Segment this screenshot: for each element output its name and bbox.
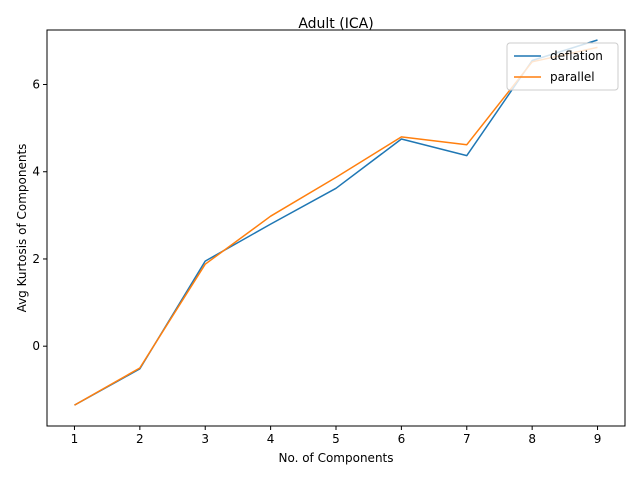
x-tick-label: 8	[528, 432, 536, 446]
y-tick-label: 2	[32, 252, 40, 266]
x-tick-label: 5	[332, 432, 340, 446]
y-tick-label: 0	[32, 339, 40, 353]
y-axis: 0 2 4 6	[32, 78, 47, 353]
x-axis: 1 2 3 4 5 6 7 8 9	[71, 426, 602, 446]
chart-title: Adult (ICA)	[298, 16, 373, 32]
legend-label-deflation: deflation	[550, 49, 603, 63]
legend: deflation parallel	[506, 42, 619, 91]
y-tick-label: 4	[32, 165, 40, 179]
x-axis-label: No. of Components	[278, 451, 393, 465]
legend-label-parallel: parallel	[550, 70, 595, 84]
x-tick-label: 9	[594, 432, 602, 446]
x-tick-label: 1	[71, 432, 79, 446]
x-tick-label: 3	[201, 432, 209, 446]
x-tick-label: 6	[398, 432, 406, 446]
legend-box	[506, 42, 619, 91]
y-tick-label: 6	[32, 78, 40, 92]
x-tick-label: 2	[136, 432, 144, 446]
y-axis-label: Avg Kurtosis of Components	[15, 144, 29, 313]
x-tick-label: 7	[463, 432, 471, 446]
x-tick-label: 4	[267, 432, 275, 446]
